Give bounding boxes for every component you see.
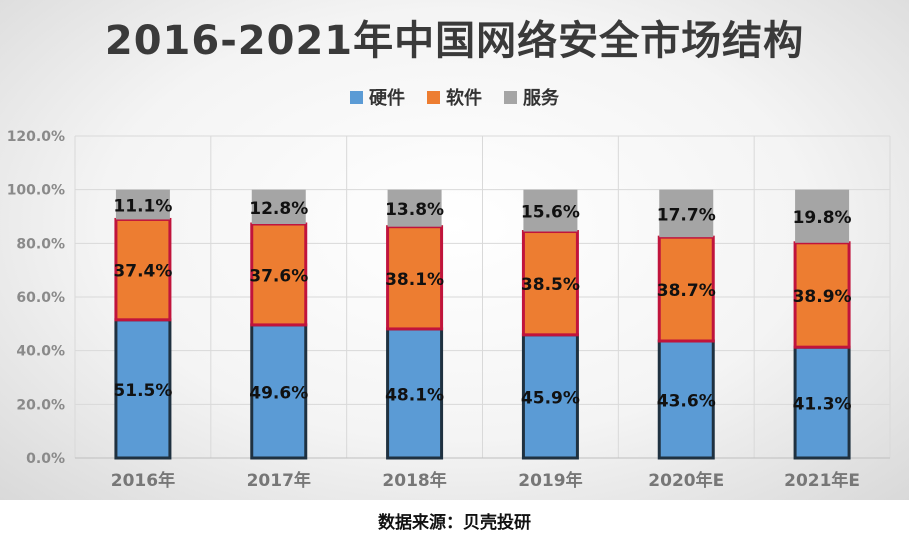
bar-segment — [115, 189, 170, 220]
bar-segment — [521, 230, 579, 337]
stacked-bar-plot: 0.0% 20.0% 40.0% 60.0% 80.0% 100.0% 120.0% 51.5… — [7, 129, 891, 491]
y-tick-label: 20.0% — [16, 397, 65, 413]
data-label: 37.4% — [113, 262, 172, 282]
data-label: 48.1% — [385, 385, 444, 405]
bar-segment — [521, 333, 579, 460]
legend-label-service: 服务 — [523, 88, 559, 109]
x-tick-label: 2016年 — [111, 470, 175, 491]
bar-segment — [114, 217, 172, 322]
legend-label-software: 软件 — [446, 88, 482, 109]
legend-swatch-software — [427, 90, 440, 104]
data-label: 19.8% — [793, 208, 852, 228]
bar-segment — [250, 222, 308, 327]
data-label: 51.5% — [113, 381, 172, 401]
data-source-note: 数据来源：贝壳投研 — [378, 513, 531, 533]
data-label: 45.9% — [521, 388, 580, 408]
data-label: 43.6% — [657, 392, 716, 412]
bar-segment — [250, 323, 308, 460]
x-tick-label: 2017年 — [247, 470, 311, 491]
chart-title: 2016-2021年中国网络安全市场结构 — [104, 18, 805, 64]
data-label: 49.6% — [249, 383, 308, 403]
y-tick-label: 80.0% — [16, 236, 65, 252]
legend-item-service: 服务 — [504, 84, 559, 110]
data-label: 15.6% — [521, 203, 580, 223]
data-label: 38.5% — [521, 275, 580, 295]
y-tick-label: 40.0% — [16, 344, 65, 360]
data-label: 38.1% — [385, 270, 444, 290]
bar-segment — [386, 225, 444, 331]
data-label: 38.9% — [793, 287, 852, 307]
bar-segment — [387, 189, 442, 227]
legend-swatch-service — [504, 90, 517, 104]
y-tick-label: 100.0% — [7, 183, 65, 199]
x-tick-label: 2021年E — [784, 470, 860, 491]
data-label: 41.3% — [793, 395, 852, 415]
chart-legend: 硬件 软件 服务 — [0, 84, 909, 110]
x-tick-label: 2020年E — [648, 470, 724, 491]
y-tick-label: 60.0% — [16, 290, 65, 306]
bar-segment — [251, 189, 306, 225]
x-tick-label: 2019年 — [518, 470, 582, 491]
bar-segment — [659, 189, 714, 238]
legend-item-software: 软件 — [427, 84, 482, 110]
bar-segment — [657, 339, 715, 460]
legend-item-hardware: 硬件 — [350, 84, 405, 110]
data-label: 13.8% — [385, 200, 444, 220]
data-label: 38.7% — [657, 281, 716, 301]
bar-segment — [523, 189, 578, 232]
legend-label-hardware: 硬件 — [369, 88, 405, 109]
bar-segment — [795, 189, 850, 243]
x-tick-label: 2018年 — [382, 470, 446, 491]
data-label: 17.7% — [657, 205, 716, 225]
legend-swatch-hardware — [350, 90, 363, 104]
bar-segment — [793, 345, 851, 460]
y-tick-label: 0.0% — [26, 451, 65, 467]
data-label: 37.6% — [249, 266, 308, 286]
bar-segment — [793, 241, 851, 349]
y-tick-label: 120.0% — [7, 129, 65, 145]
data-label: 12.8% — [249, 199, 308, 219]
bar-segment — [657, 235, 715, 343]
data-label: 11.1% — [113, 197, 172, 217]
